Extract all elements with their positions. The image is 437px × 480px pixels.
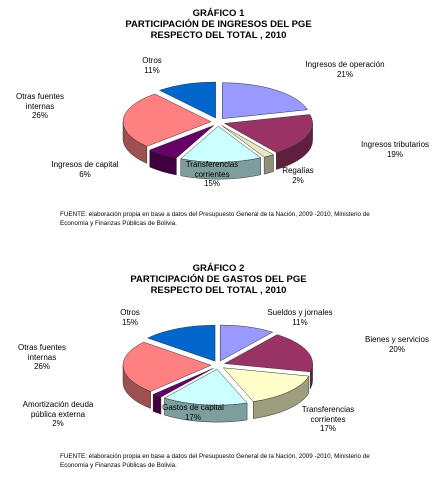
slice <box>122 93 212 147</box>
slice <box>122 341 212 392</box>
chart-title: RESPECTO DEL TOTAL , 2010 <box>150 30 287 41</box>
value-label: 11% <box>144 65 160 75</box>
slice <box>223 334 313 373</box>
slice <box>180 125 262 163</box>
slice-label: Amortización deuda pública externa 2% <box>13 400 103 429</box>
value-label: 17% <box>184 412 201 422</box>
value-label: 11% <box>292 317 308 327</box>
slice-label: Otras fuentes internas 26% <box>9 92 71 121</box>
value-label: 2% <box>52 419 64 428</box>
chart-title: PARTICIPACIÓN DE GASTOS DEL PGE <box>130 274 307 285</box>
slice-label: Sueldos y jornales 11% <box>260 308 340 327</box>
source-note: Economía y Finanzas Públicas de Bolivia. <box>60 220 177 227</box>
value-label: 2% <box>292 175 304 185</box>
category-label: Regalías <box>282 166 314 175</box>
slice <box>221 125 275 158</box>
value-label: 20% <box>388 344 405 354</box>
slice-label: Transferencias corrientes 17% <box>288 405 368 434</box>
slice <box>222 82 308 119</box>
slice-label: Transferencias corrientes 15% <box>172 160 252 189</box>
slice-label: Gastos de capital 17% <box>153 403 233 422</box>
slice <box>219 324 274 362</box>
chart-title: GRÁFICO 2 <box>192 263 245 274</box>
slice-label: Otras fuentes internas 26% <box>11 343 73 372</box>
value-label: 15% <box>203 179 220 188</box>
category-label: Gastos de capital <box>162 403 224 412</box>
category-label: Otros <box>120 308 140 317</box>
category-label: Otras fuentes internas <box>17 343 67 362</box>
value-label: 26% <box>33 362 50 371</box>
value-label: 17% <box>319 424 336 433</box>
slice-label: Bienes y servicios 20% <box>357 335 437 354</box>
slice <box>149 125 215 159</box>
slice <box>146 324 216 362</box>
slice-side <box>263 154 274 175</box>
category-label: Ingresos de capital <box>51 160 119 169</box>
value-label: 19% <box>386 149 403 159</box>
slice-label: Regalías 2% <box>278 166 318 185</box>
slice <box>163 368 248 406</box>
slice <box>158 81 216 119</box>
category-label: Ingresos de operación <box>305 60 385 69</box>
pie <box>122 324 313 423</box>
slice <box>152 367 214 398</box>
chart-title: RESPECTO DEL TOTAL , 2010 <box>150 285 287 296</box>
slice-label: Otros 11% <box>132 56 172 75</box>
category-label: Transferencias corrientes <box>301 405 355 424</box>
source-note: FUENTE: elaboración propia en base a dat… <box>60 453 370 460</box>
slice <box>222 367 310 402</box>
slice-label: Otros 15% <box>110 308 150 327</box>
category-label: Transferencias corrientes <box>185 160 239 179</box>
value-label: 21% <box>336 69 353 79</box>
pie <box>122 81 313 180</box>
value-label: 6% <box>79 169 91 179</box>
category-label: Sueldos y jornales <box>267 308 333 317</box>
chart-title: PARTICIPACIÓN DE INGRESOS DEL PGE <box>125 19 312 30</box>
slice-label: Ingresos tributarios 19% <box>355 140 435 159</box>
slice-label: Ingresos de capital 6% <box>50 160 120 179</box>
value-label: 15% <box>121 317 138 327</box>
category-label: Ingresos tributarios <box>360 140 430 149</box>
slice <box>223 114 313 153</box>
category-label: Otros <box>142 56 162 65</box>
chart-title: GRÁFICO 1 <box>192 8 245 19</box>
category-label: Bienes y servicios <box>364 335 430 344</box>
value-label: 26% <box>31 111 48 120</box>
source-note: Economía y Finanzas Públicas de Bolivia. <box>60 462 177 469</box>
category-label: Amortización deuda pública externa <box>22 400 94 419</box>
category-label: Otras fuentes internas <box>15 92 65 111</box>
slice-label: Ingresos de operación 21% <box>300 60 390 79</box>
source-note: FUENTE: elaboración propia en base a dat… <box>60 211 370 218</box>
